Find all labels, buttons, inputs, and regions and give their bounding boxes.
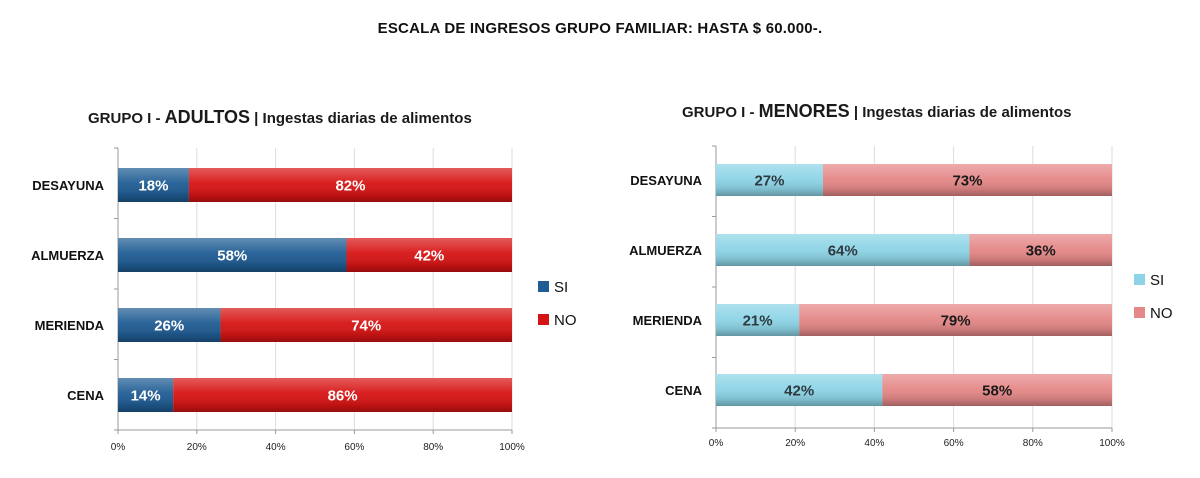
x-tick-label: 60% xyxy=(344,442,364,453)
bar-shading xyxy=(346,238,512,272)
bar-shading xyxy=(716,234,970,266)
legend-swatch-si xyxy=(1134,274,1145,285)
legend-label-no: NO xyxy=(554,312,577,329)
chart-title-group: ADULTOS xyxy=(164,107,251,127)
legend-label-si: SI xyxy=(554,279,568,296)
chart-adultos: 0% 20% 40% 60% 80% 100% DESAYUNA 18% 82% ALMUERZA… xyxy=(31,147,577,453)
bar-shading xyxy=(822,164,1112,196)
data-label: 58% xyxy=(982,383,1012,400)
data-label: 86% xyxy=(328,388,358,405)
data-label: 36% xyxy=(1026,243,1056,260)
chart-menores: 0% 20% 40% 60% 80% 100% DESAYUNA 27% 73% ALMUERZA… xyxy=(629,145,1173,449)
bar-shading xyxy=(716,374,883,406)
page-title: ESCALA DE INGRESOS GRUPO FAMILIAR: HASTA… xyxy=(377,20,823,37)
data-label: 73% xyxy=(952,173,982,190)
legend-swatch-no xyxy=(538,314,549,325)
chart-title-adultos: GRUPO I - ADULTOS | Ingestas diarias de … xyxy=(88,107,472,128)
x-tick-label: 40% xyxy=(266,442,286,453)
bar-shading xyxy=(173,378,512,412)
chart-title-suffix: | Ingestas diarias de alimentos xyxy=(250,110,472,127)
bar-shading xyxy=(799,304,1112,336)
data-label: 74% xyxy=(351,318,381,335)
x-tick-label: 100% xyxy=(1099,438,1125,449)
data-label: 14% xyxy=(131,388,161,405)
bar-shading xyxy=(118,378,174,412)
data-label: 64% xyxy=(828,243,858,260)
x-tick-label: 20% xyxy=(187,442,207,453)
category-label: ALMUERZA xyxy=(31,248,105,263)
category-label: MERIENDA xyxy=(633,313,703,328)
data-label: 58% xyxy=(217,248,247,265)
x-tick-label: 80% xyxy=(1023,438,1043,449)
data-label: 27% xyxy=(754,173,784,190)
bar-shading xyxy=(220,308,512,342)
data-label: 82% xyxy=(335,178,365,195)
legend-swatch-si xyxy=(538,281,549,292)
data-label: 42% xyxy=(414,248,444,265)
bar-shading xyxy=(716,304,800,336)
chart-title-prefix: GRUPO I - xyxy=(682,104,759,121)
chart-title-suffix: | Ingestas diarias de alimentos xyxy=(849,104,1072,121)
data-label: 21% xyxy=(743,313,773,330)
x-tick-label: 0% xyxy=(709,438,724,449)
legend-label-si: SI xyxy=(1150,272,1164,289)
chart-title-prefix: GRUPO I - xyxy=(88,110,165,127)
x-tick-label: 40% xyxy=(864,438,884,449)
category-label: DESAYUNA xyxy=(630,173,702,188)
bar-shading xyxy=(882,374,1112,406)
x-tick-label: 100% xyxy=(499,442,525,453)
x-tick-label: 80% xyxy=(423,442,443,453)
bar-shading xyxy=(188,168,513,202)
x-tick-label: 60% xyxy=(944,438,964,449)
bar-shading xyxy=(716,164,823,196)
bar-shading xyxy=(118,238,347,272)
category-label: CENA xyxy=(67,388,104,403)
bar-shading xyxy=(118,168,189,202)
chart-title-group: MENORES xyxy=(758,101,850,121)
data-label: 26% xyxy=(154,318,184,335)
x-tick-label: 0% xyxy=(111,442,126,453)
legend-label-no: NO xyxy=(1150,305,1173,322)
legend-swatch-no xyxy=(1134,307,1145,318)
chart-title-menores: GRUPO I - MENORES | Ingestas diarias de … xyxy=(682,101,1071,122)
bar-shading xyxy=(969,234,1112,266)
category-label: MERIENDA xyxy=(35,318,105,333)
bar-shading xyxy=(118,308,221,342)
category-label: DESAYUNA xyxy=(32,178,104,193)
category-label: CENA xyxy=(665,383,702,398)
data-label: 79% xyxy=(941,313,971,330)
data-label: 18% xyxy=(138,178,168,195)
category-label: ALMUERZA xyxy=(629,243,703,258)
data-label: 42% xyxy=(784,383,814,400)
x-tick-label: 20% xyxy=(785,438,805,449)
